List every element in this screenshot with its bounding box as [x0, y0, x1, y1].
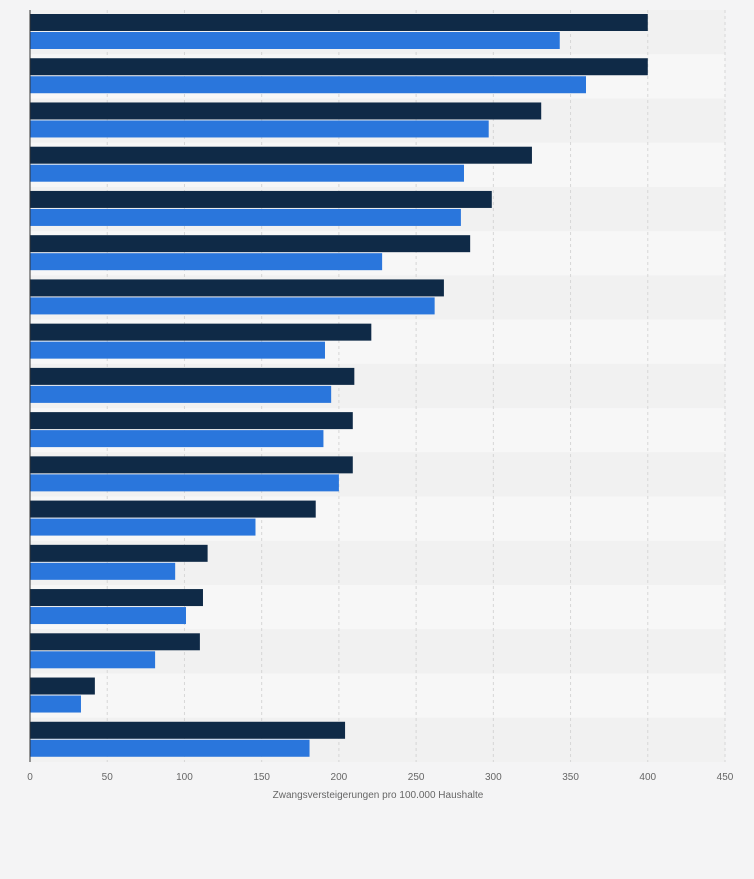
bar-series-1[interactable] — [30, 235, 471, 253]
bar-series-2[interactable] — [30, 253, 383, 271]
x-tick-label: 50 — [102, 772, 114, 783]
bar-series-2[interactable] — [30, 739, 310, 757]
x-tick-label: 150 — [253, 772, 270, 783]
bar-series-1[interactable] — [30, 367, 355, 385]
bar-series-1[interactable] — [30, 544, 208, 562]
x-tick-label: 350 — [562, 772, 579, 783]
x-axis-title: Zwangsversteigerungen pro 100.000 Hausha… — [273, 790, 484, 801]
row-band — [30, 673, 725, 718]
bar-series-2[interactable] — [30, 518, 256, 536]
x-tick-label: 100 — [176, 772, 193, 783]
bar-series-2[interactable] — [30, 76, 586, 94]
x-tick-label: 300 — [485, 772, 502, 783]
bar-series-1[interactable] — [30, 323, 372, 341]
bar-series-1[interactable] — [30, 677, 95, 695]
bar-series-1[interactable] — [30, 721, 346, 739]
bar-series-2[interactable] — [30, 651, 156, 669]
bar-series-1[interactable] — [30, 500, 316, 518]
bar-series-2[interactable] — [30, 208, 461, 226]
bar-series-1[interactable] — [30, 190, 492, 208]
bar-series-1[interactable] — [30, 102, 542, 120]
bar-series-1[interactable] — [30, 58, 648, 76]
bar-series-1[interactable] — [30, 456, 353, 474]
bar-series-2[interactable] — [30, 341, 325, 359]
bar-series-2[interactable] — [30, 474, 339, 492]
bar-series-2[interactable] — [30, 32, 560, 49]
x-axis-ticks: 0 50 100 150 200 250 300 350 400 450 — [27, 772, 734, 783]
bar-series-2[interactable] — [30, 430, 324, 448]
bar-series-2[interactable] — [30, 164, 464, 182]
bar-series-2[interactable] — [30, 607, 186, 625]
bar-series-1[interactable] — [30, 633, 200, 651]
x-tick-label: 400 — [639, 772, 656, 783]
bar-series-1[interactable] — [30, 146, 532, 164]
bar-series-2[interactable] — [30, 385, 332, 403]
bar-series-2[interactable] — [30, 297, 435, 315]
bars — [30, 14, 648, 757]
bar-series-2[interactable] — [30, 120, 489, 138]
bar-series-2[interactable] — [30, 562, 176, 580]
x-tick-label: 450 — [717, 772, 734, 783]
x-tick-label: 250 — [408, 772, 425, 783]
bar-series-1[interactable] — [30, 412, 353, 430]
bar-series-1[interactable] — [30, 589, 203, 607]
x-tick-label: 200 — [331, 772, 348, 783]
bar-series-1[interactable] — [30, 14, 648, 31]
x-tick-label: 0 — [27, 772, 33, 783]
bar-series-2[interactable] — [30, 695, 81, 713]
bar-series-1[interactable] — [30, 279, 444, 297]
